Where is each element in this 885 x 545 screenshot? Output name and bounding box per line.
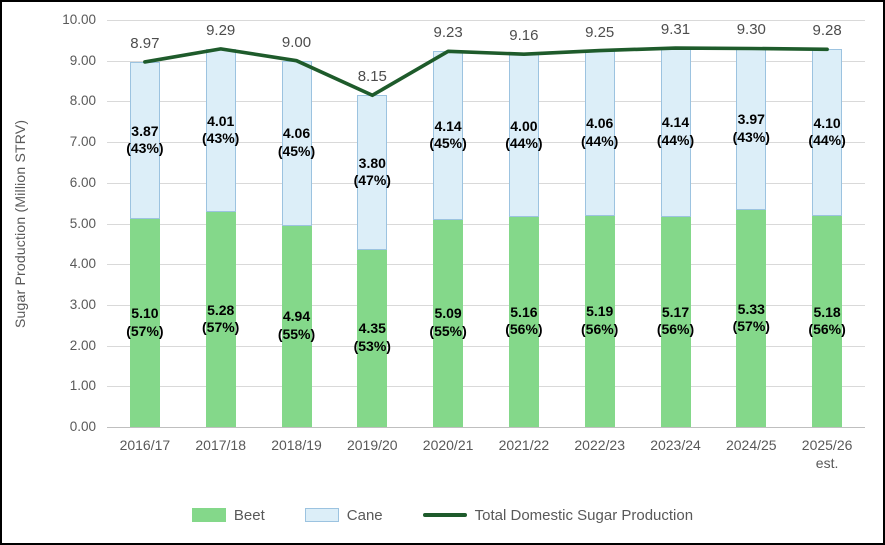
y-tick-label: 8.00 <box>69 93 96 109</box>
bar-segment-beet <box>736 210 767 427</box>
cane-value-label: 4.00 (44%) <box>505 117 543 152</box>
gridline <box>107 386 865 388</box>
y-tick-label: 7.00 <box>69 134 96 150</box>
total-value-label: 9.23 <box>433 24 463 42</box>
x-tick-label: 2019/20 <box>346 437 398 453</box>
y-tick-label: 1.00 <box>69 378 96 394</box>
total-value-label: 9.25 <box>585 23 615 41</box>
y-tick-label: 9.00 <box>69 52 96 68</box>
x-tick-label: 2016/17 <box>119 437 171 453</box>
y-tick-label: 0.00 <box>69 419 96 434</box>
y-tick-label: 6.00 <box>69 174 96 190</box>
x-tick-label: 2022/23 <box>574 437 625 453</box>
bar-segment-cane <box>812 49 843 217</box>
y-tick-label: 4.00 <box>69 256 96 272</box>
legend-item-total-line: Total Domestic Sugar Production <box>422 506 694 524</box>
beet-value-label: 5.09 (55%) <box>429 305 467 339</box>
y-tick-label: 3.00 <box>69 296 96 312</box>
cane-value-label: 4.06 (44%) <box>581 115 619 149</box>
gridline <box>107 427 865 428</box>
gridline <box>107 223 865 225</box>
total-value-label: 8.97 <box>130 34 160 52</box>
beet-value-label: 4.35 (53%) <box>353 320 391 354</box>
cane-value-label: 4.14 (44%) <box>656 114 695 148</box>
x-tick-label: 2020/21 <box>422 437 474 453</box>
bar-segment-cane <box>736 48 767 211</box>
total-value-label: 9.29 <box>206 21 236 39</box>
total-value-label: 9.28 <box>812 22 842 40</box>
bar-segment-beet <box>584 215 615 427</box>
bar-segment-cane <box>433 51 464 220</box>
bar-segment-beet <box>433 219 464 427</box>
beet-value-label: 5.28 (57%) <box>202 301 240 336</box>
bar-segment-cane <box>584 50 615 216</box>
plot-area: 5.10 (57%) 3.87 (43%) 8.97 5.28 (57%) 4.01 (… <box>107 20 865 428</box>
y-tick-label: 5.00 <box>69 215 96 231</box>
cane-swatch-icon <box>304 508 339 522</box>
gridline <box>107 264 865 266</box>
bar-segment-cane <box>205 48 236 213</box>
beet-swatch-icon <box>191 508 226 522</box>
total-value-label: 9.30 <box>736 21 766 39</box>
cane-value-label: 4.14 (45%) <box>429 117 467 152</box>
y-tick-label: 2.00 <box>69 337 96 353</box>
chart-legend: Beet Cane Total Domestic Sugar Productio… <box>2 501 883 529</box>
bar-segment-beet <box>508 217 539 427</box>
gridline <box>107 101 865 103</box>
legend-label-cane: Cane <box>346 506 383 524</box>
gridline <box>107 345 865 347</box>
bar-segment-beet <box>812 216 843 427</box>
x-tick-label: 2021/22 <box>498 437 550 453</box>
cane-value-label: 4.10 (44%) <box>808 114 846 149</box>
bar-segment-beet <box>129 219 160 427</box>
total-line-swatch-icon <box>422 513 467 517</box>
gridline <box>107 304 865 306</box>
cane-value-label: 4.01 (43%) <box>202 112 240 147</box>
total-production-line <box>143 46 829 98</box>
bar-segment-beet <box>205 212 236 427</box>
y-tick-label: 10.00 <box>62 12 96 27</box>
beet-value-label: 5.10 (57%) <box>126 305 164 339</box>
bar-segment-beet <box>281 225 312 427</box>
y-axis-title: Sugar Production (Million STRV) <box>12 119 28 328</box>
bar-segment-cane <box>129 61 160 220</box>
gridline <box>107 142 865 144</box>
beet-value-label: 4.94 (55%) <box>277 308 316 342</box>
cane-value-label: 4.06 (45%) <box>277 125 316 159</box>
total-value-label: 9.00 <box>281 33 312 51</box>
beet-value-label: 5.19 (56%) <box>581 303 619 337</box>
cane-value-label: 3.87 (43%) <box>126 122 164 157</box>
total-value-label: 9.31 <box>660 21 691 39</box>
bar-segment-beet <box>357 249 388 427</box>
gridline <box>107 182 865 184</box>
beet-value-label: 5.18 (56%) <box>808 303 846 338</box>
x-tick-label: 2023/24 <box>650 437 701 453</box>
legend-item-cane: Cane <box>304 506 383 524</box>
x-tick-label: 2017/18 <box>195 437 246 453</box>
total-value-label: 8.15 <box>357 68 387 86</box>
bar-segment-cane <box>508 54 539 217</box>
bar-segment-cane <box>357 95 388 250</box>
beet-value-label: 5.17 (56%) <box>656 303 695 338</box>
cane-value-label: 3.97 (43%) <box>732 111 770 145</box>
bar-segment-beet <box>660 216 691 427</box>
total-value-label: 9.16 <box>509 27 539 45</box>
legend-item-beet: Beet <box>191 506 265 524</box>
beet-value-label: 5.16 (56%) <box>505 303 543 338</box>
cane-value-label: 3.80 (47%) <box>353 154 391 189</box>
beet-value-label: 5.33 (57%) <box>732 300 770 335</box>
legend-label-beet: Beet <box>233 506 265 524</box>
x-tick-label: 2018/19 <box>271 437 322 453</box>
x-tick-label: 2024/25 <box>725 437 777 453</box>
gridline <box>107 20 865 21</box>
x-tick-label: 2025/26 est. <box>801 437 853 472</box>
legend-label-total: Total Domestic Sugar Production <box>474 506 694 524</box>
gridline <box>107 60 865 62</box>
